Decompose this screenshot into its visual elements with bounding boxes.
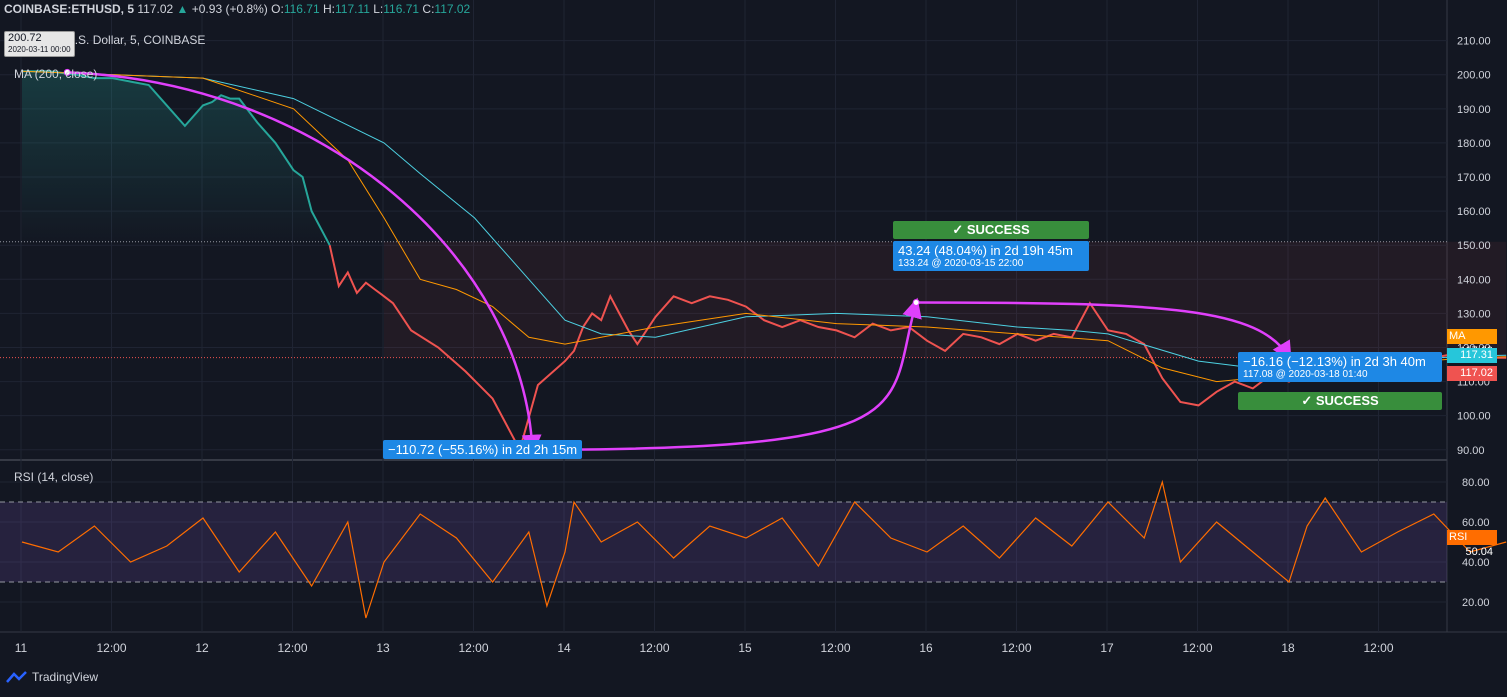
price-tick-label: 90.00 [1457,445,1485,457]
price-line-up [22,70,331,246]
low-value: 116.71 [383,2,420,16]
price-tick-label: 160.00 [1457,206,1491,218]
price-area-fill [22,71,330,246]
time-tick-label: 12:00 [96,641,126,655]
time-tick-label: 11 [15,641,28,655]
time-tick-label: 12:00 [820,641,850,655]
last-price-tag: 117.02 [1447,366,1497,381]
time-tick-label: 16 [919,641,933,655]
tooltip-date: 2020-03-11 00:00 [8,45,71,54]
rsi-indicator-label[interactable]: RSI (14, close) [14,470,94,484]
price-tick-label: 190.00 [1457,104,1491,116]
time-tick-label: 12:00 [277,641,307,655]
fall-main: −16.16 (−12.13%) in 2d 3h 40m [1243,354,1426,369]
tradingview-logo[interactable]: TradingView [6,670,98,684]
price-tick-label: 170.00 [1457,172,1491,184]
rsi-plot [0,479,1507,619]
price-tick-label: 210.00 [1457,36,1491,48]
time-tick-label: 12:00 [1001,641,1031,655]
rsi-value-tag: RSI 50.04 [1447,530,1497,558]
time-tick-label: 18 [1281,641,1295,655]
last-price: 117.02 [137,2,174,16]
up-triangle-icon: ▲ [176,2,189,16]
open-label: O: [271,2,284,16]
price-tick-label: 150.00 [1457,240,1491,252]
time-tick-label: 13 [376,641,390,655]
time-tick-label: 12 [195,641,209,655]
brand-name: TradingView [32,670,99,684]
rsi-tick-label: 20.00 [1462,597,1490,609]
high-label: H: [322,2,335,16]
close-value: 117.02 [434,2,471,16]
crosshair-tooltip: 200.72 2020-03-11 00:00 [4,31,75,57]
ma2-price-tag: 117.31 [1447,348,1497,363]
tooltip-value: 200.72 [8,32,42,44]
ma-price-tag: MA 117.69 [1447,329,1497,357]
time-tick-label: 14 [557,641,571,655]
time-tick-label: 15 [738,641,752,655]
rise-main: 43.24 (48.04%) in 2d 19h 45m [898,243,1073,258]
price-tick-label: 140.00 [1457,274,1491,286]
price-tick-label: 200.00 [1457,70,1491,82]
drop-measure-label[interactable]: −110.72 (−55.16%) in 2d 2h 15m [383,440,583,459]
tradingview-icon [6,671,27,683]
price-tick-label: 100.00 [1457,411,1491,423]
drop-arrow [67,71,542,455]
rise-arrow [532,297,922,452]
close-label: C: [422,2,435,16]
rsi-band [0,502,1447,582]
anchor-point[interactable] [912,298,920,306]
time-tick-label: 12:00 [1182,641,1212,655]
open-value: 116.71 [283,2,320,16]
price-change: +0.93 (+0.8%) [191,2,268,16]
rise-measure-label[interactable]: 43.24 (48.04%) in 2d 19h 45m 133.24 @ 20… [893,241,1089,271]
symbol-name: COINBASE:ETHUSD, 5 [4,2,135,16]
fall-arrow [916,301,1292,362]
fall-measure-label[interactable]: −16.16 (−12.13%) in 2d 3h 40m 117.08 @ 2… [1238,352,1442,382]
time-tick-label: 12:00 [1363,641,1393,655]
symbol-header: COINBASE:ETHUSD, 5 117.02 ▲ +0.93 (+0.8%… [4,2,470,16]
low-label: L: [373,2,384,16]
success-badge-top: ✓ SUCCESS [893,221,1089,239]
rise-sub: 133.24 @ 2020-03-15 22:00 [898,258,1024,269]
price-tick-label: 130.00 [1457,308,1491,320]
time-tick-label: 12:00 [639,641,669,655]
high-value: 117.11 [334,2,370,16]
time-tick-label: 17 [1100,641,1114,655]
rsi-tick-label: 60.00 [1462,517,1490,529]
success-badge-bottom: ✓ SUCCESS [1238,392,1442,410]
rsi-line [21,479,1507,619]
fall-sub: 117.08 @ 2020-03-18 01:40 [1243,369,1368,380]
rsi-tick-label: 80.00 [1462,477,1490,489]
time-axis[interactable]: 11 12:00 12 12:00 13 12:00 14 12:00 15 12:00 16 12:… [15,641,1394,655]
anchor-point[interactable] [63,68,71,76]
time-tick-label: 12:00 [458,641,488,655]
price-tick-label: 180.00 [1457,138,1491,150]
rsi-tick-label: 40.00 [1462,557,1490,569]
ma-indicator-label[interactable]: MA (200, close) [14,67,98,81]
